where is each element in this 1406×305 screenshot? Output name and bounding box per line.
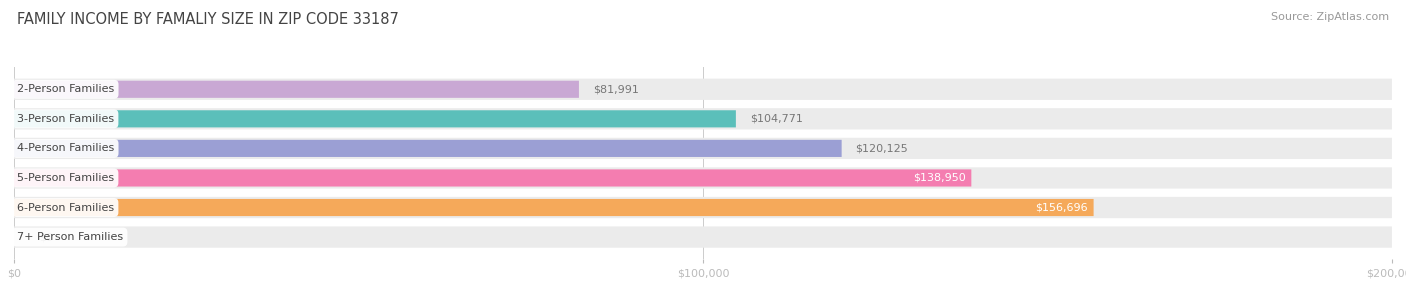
FancyBboxPatch shape xyxy=(14,199,1094,216)
FancyBboxPatch shape xyxy=(14,169,972,187)
Text: $81,991: $81,991 xyxy=(593,84,638,94)
FancyBboxPatch shape xyxy=(14,81,579,98)
Text: $104,771: $104,771 xyxy=(749,114,803,124)
Text: 4-Person Families: 4-Person Families xyxy=(17,143,114,153)
FancyBboxPatch shape xyxy=(14,167,1392,188)
FancyBboxPatch shape xyxy=(14,138,1392,159)
FancyBboxPatch shape xyxy=(14,197,1392,218)
FancyBboxPatch shape xyxy=(14,226,1392,248)
Text: 3-Person Families: 3-Person Families xyxy=(17,114,114,124)
Text: $138,950: $138,950 xyxy=(912,173,966,183)
Text: 7+ Person Families: 7+ Person Families xyxy=(17,232,122,242)
FancyBboxPatch shape xyxy=(14,108,1392,130)
Text: $0: $0 xyxy=(39,232,53,242)
FancyBboxPatch shape xyxy=(14,140,842,157)
Text: 6-Person Families: 6-Person Families xyxy=(17,203,114,213)
Text: $156,696: $156,696 xyxy=(1035,203,1088,213)
Text: FAMILY INCOME BY FAMALIY SIZE IN ZIP CODE 33187: FAMILY INCOME BY FAMALIY SIZE IN ZIP COD… xyxy=(17,12,399,27)
Text: 2-Person Families: 2-Person Families xyxy=(17,84,114,94)
FancyBboxPatch shape xyxy=(14,79,1392,100)
FancyBboxPatch shape xyxy=(14,110,735,127)
Text: 5-Person Families: 5-Person Families xyxy=(17,173,114,183)
Text: Source: ZipAtlas.com: Source: ZipAtlas.com xyxy=(1271,12,1389,22)
Text: $120,125: $120,125 xyxy=(855,143,908,153)
